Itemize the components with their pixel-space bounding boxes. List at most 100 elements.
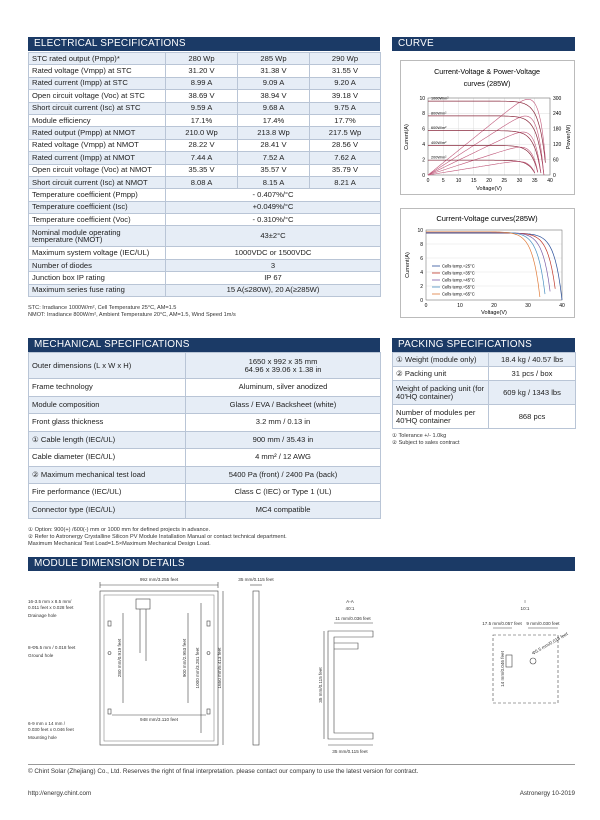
- table-row: ② Maximum mechanical test load 5400 Pa (f…: [28, 465, 381, 484]
- irradiance-label: 800W/m²: [431, 111, 447, 115]
- chart-title: Current-Voltage curves(285W): [436, 214, 538, 223]
- value-cell: Class C (IEC) or Type 1 (UL): [185, 483, 381, 502]
- y-tick-label: 4: [420, 270, 423, 276]
- x-tick-label: 0: [427, 178, 430, 184]
- note-line: Maximum Mechanical Test Load=1.5×Maximum…: [28, 541, 211, 547]
- iv-curve: [428, 130, 542, 174]
- mechanical-table: Outer dimensions (L x W x H) 1650 x 992 x…: [28, 352, 381, 519]
- section-header: CURVE: [392, 37, 575, 51]
- table-row: Cable diameter (IEC/UL) 4 mm² / 12 AWG: [28, 448, 381, 467]
- value-cell: 31 pcs / box: [488, 366, 576, 381]
- dimension-label: 17.5 mm/0.057 feet: [482, 621, 522, 626]
- label-cell: Maximum series fuse rating: [28, 283, 166, 298]
- iv-curve: [426, 232, 551, 292]
- label-cell: Maximum system voltage (IEC/UL): [28, 246, 166, 260]
- label-cell: Module efficiency: [28, 113, 166, 128]
- table-row: Maximum system voltage (IEC/UL) 1000VDC o…: [28, 246, 381, 260]
- table-row: Rated voltage (Vmpp) at STC 31.20 V 31.38 …: [28, 64, 381, 78]
- y-tick-label: 8: [422, 111, 425, 117]
- value-cell: 39.18 V: [309, 89, 381, 103]
- value-cell: 7.52 A: [237, 151, 310, 165]
- value-cell: +0.049%/°C: [165, 200, 381, 215]
- note-line: ② Subject to sales contract: [392, 440, 460, 446]
- y-tick-label: 10: [417, 228, 423, 234]
- label-cell: Module composition: [28, 395, 186, 414]
- y2-tick-label: 120: [553, 142, 562, 148]
- label-cell: Junction box IP rating: [28, 271, 166, 285]
- iv-pv-chart: Current-Voltage & Power-Voltage curves (2…: [400, 60, 575, 195]
- table-row: Temperature coefficient (Pmpp) - 0.407%/°…: [28, 188, 381, 202]
- x-tick-label: 10: [456, 178, 462, 184]
- table-row: Short circuit current (Isc) at STC 9.59 A…: [28, 101, 381, 115]
- label-cell: Temperature coefficient (Pmpp): [28, 188, 166, 202]
- dimension-label: 9 mm/0.030 feet: [526, 621, 560, 626]
- table-row: ① Cable length (IEC/UL) 900 mm / 35.43 in: [28, 430, 381, 449]
- legend-label: Cells temp.=25°C: [442, 264, 475, 269]
- x-tick-label: 25: [501, 178, 507, 184]
- y-axis-label: Current(A): [405, 252, 411, 278]
- value-cell: IP 67: [165, 271, 381, 285]
- value-cell: 35.79 V: [309, 163, 381, 177]
- spec-table: ① Weight (module only) 18.4 kg / 40.57 lb…: [392, 352, 576, 429]
- table-row: ① Weight (module only) 18.4 kg / 40.57 lb…: [392, 352, 576, 367]
- table-row: Module composition Glass / EVA / Backshee…: [28, 395, 381, 414]
- table-row: Temperature coefficient (Voc) - 0.310%/°C: [28, 213, 381, 227]
- footer-rule: [28, 764, 575, 765]
- dimension-label: 40:1: [346, 606, 355, 611]
- table-row: STC rated output (Pmpp)* 280 Wp 285 Wp 290 …: [28, 51, 381, 66]
- value-cell: 17.4%: [237, 113, 310, 128]
- legend-label: Cells temp.=65°C: [442, 292, 475, 297]
- value-cell: 28.22 V: [165, 138, 238, 153]
- x-axis-label: Voltage(V): [481, 310, 507, 316]
- irradiance-label: 400W/m²: [431, 141, 447, 145]
- label-cell: ② Maximum mechanical test load: [28, 465, 186, 484]
- value-cell: 9.59 A: [165, 101, 238, 115]
- y2-axis-label: Power(W): [566, 125, 572, 150]
- pv-curve: [427, 99, 546, 176]
- value-cell: 3.2 mm / 0.13 in: [185, 413, 381, 432]
- legend-label: Cells temp.=35°C: [442, 271, 475, 276]
- section-header: MECHANICAL SPECIFICATIONS: [28, 338, 380, 352]
- dimension-label: 14 mm/0.046 feet: [500, 650, 505, 686]
- y-axis-label: Current(A): [404, 124, 410, 150]
- dimension-label: 948 mm/3.110 feet: [140, 717, 179, 722]
- y-tick-label: 2: [420, 284, 423, 290]
- value-cell: 31.38 V: [237, 64, 310, 78]
- dimension-label: 8-Φ5.5 mm / 0.018 feet: [28, 645, 76, 650]
- legend-label: Cells temp.=55°C: [442, 285, 475, 290]
- table-body: ① Weight (module only) 18.4 kg / 40.57 lb…: [392, 352, 576, 429]
- value-cell: 31.20 V: [165, 64, 238, 78]
- value-cell: 8.21 A: [309, 175, 381, 190]
- label-cell: Rated output (Pmpp) at NMOT: [28, 126, 166, 140]
- value-cell: 290 Wp: [309, 51, 381, 66]
- dimension-label: 1650 mm/5.413 feet: [217, 647, 222, 689]
- x-tick-label: 30: [525, 303, 531, 309]
- x-tick-label: 40: [559, 303, 565, 309]
- chart-border: [400, 208, 575, 318]
- value-cell: 9.20 A: [309, 76, 381, 91]
- value-cell: 15 A(≤280W), 20 A(≥285W): [165, 283, 381, 298]
- value-cell: 9.09 A: [237, 76, 310, 91]
- value-cell: 31.55 V: [309, 64, 381, 78]
- table-row: Temperature coefficient (Isc) +0.049%/°C: [28, 200, 381, 215]
- chart-border: [400, 60, 575, 195]
- label-cell: Number of modules per 40'HQ container: [392, 404, 489, 429]
- x-tick-label: 10: [457, 303, 463, 309]
- table-row: Nominal module operating temperature (NM…: [28, 225, 381, 248]
- value-cell: - 0.407%/°C: [165, 188, 381, 202]
- mechanical-notes: ① Option: 900(+) /600(-) mm or 1000 mm f…: [28, 527, 380, 548]
- x-tick-label: 20: [491, 303, 497, 309]
- value-cell: 280 Wp: [165, 51, 238, 66]
- table-row: Rated current (Impp) at NMOT 7.44 A 7.52 A…: [28, 151, 381, 165]
- table-row: ② Packing unit 31 pcs / box: [392, 366, 576, 381]
- dimension-label: 0.011 feet x 0.028 feet: [28, 605, 74, 610]
- dimension-label: 900 mm/2.953 feet: [182, 638, 187, 677]
- value-cell: 18.4 kg / 40.57 lbs: [488, 352, 576, 367]
- y-tick-label: 6: [422, 127, 425, 133]
- section-header: MODULE DIMENSION DETAILS: [28, 557, 575, 571]
- label-cell: Fire performance (IEC/UL): [28, 483, 186, 502]
- value-cell: 17.1%: [165, 113, 238, 128]
- chart-title: curves (285W): [464, 79, 511, 88]
